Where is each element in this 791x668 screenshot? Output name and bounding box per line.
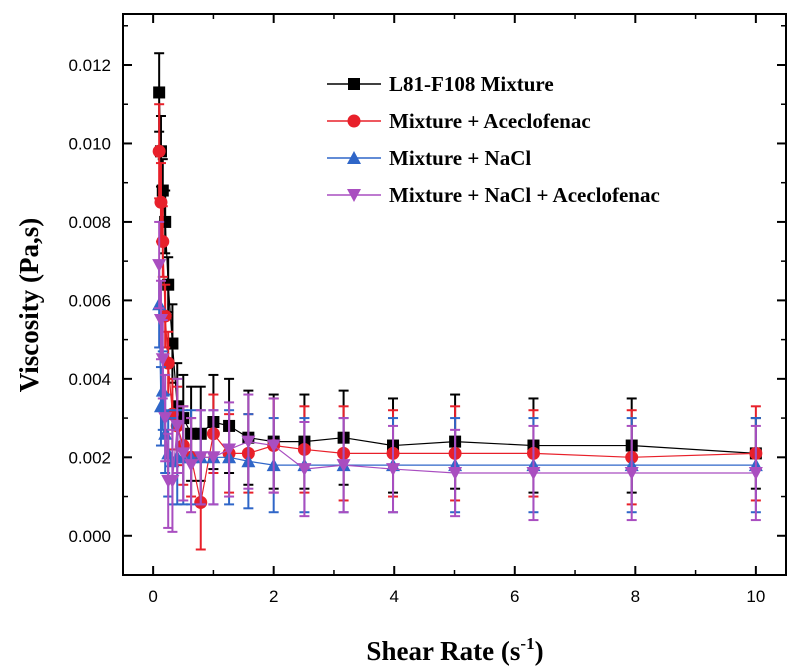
legend-item: Mixture + NaCl [327, 146, 531, 170]
legend-item: L81-F108 Mixture [327, 72, 554, 96]
series-4 [152, 220, 763, 533]
data-point [448, 467, 463, 480]
x-tick-label: 0 [148, 587, 157, 606]
legend-item: Mixture + Aceclofenac [327, 109, 591, 133]
data-point [155, 353, 170, 367]
legend-marker [347, 151, 361, 164]
legend-marker [347, 114, 361, 128]
y-tick-label: 0.012 [68, 56, 111, 75]
series-2 [152, 103, 763, 551]
data-point [152, 259, 167, 273]
legend-label: Mixture + Aceclofenac [389, 109, 591, 133]
data-point [386, 463, 401, 477]
y-tick-label: 0.008 [68, 213, 111, 232]
legend-label: L81-F108 Mixture [389, 72, 554, 96]
data-point [184, 459, 199, 473]
legend-marker [347, 189, 361, 202]
x-tick-label: 10 [746, 587, 765, 606]
data-point [153, 314, 168, 327]
data-point [193, 451, 208, 465]
data-point [176, 447, 191, 461]
y-tick-label: 0.004 [68, 370, 111, 389]
data-point [152, 144, 166, 158]
legend-item: Mixture + NaCl + Aceclofenac [327, 183, 660, 207]
y-tick-label: 0.000 [68, 527, 111, 546]
data-point [165, 474, 180, 488]
y-tick-label: 0.002 [68, 448, 111, 467]
data-point [624, 467, 639, 480]
y-tick-label: 0.010 [68, 134, 111, 153]
y-axis-title: Viscosity (Pa,s) [14, 218, 44, 392]
legend-label: Mixture + NaCl [389, 146, 531, 170]
y-axis: 0.000 0.002 0.004 0.006 0.008 0.010 0.012 [68, 25, 786, 546]
x-axis: 0 2 4 6 8 10 [148, 14, 765, 606]
x-axis-title: Shear Rate (s-1) [366, 634, 543, 666]
x-tick-label: 4 [389, 587, 398, 606]
data-point [206, 451, 221, 465]
x-tick-label: 6 [510, 587, 519, 606]
legend-marker [348, 78, 360, 90]
legend-label: Mixture + NaCl + Aceclofenac [389, 183, 660, 207]
data-point [526, 467, 541, 480]
data-point [158, 412, 173, 426]
data-point [748, 467, 763, 480]
x-tick-label: 2 [269, 587, 278, 606]
data-point [153, 86, 166, 99]
data-point [170, 419, 185, 433]
data-point [222, 443, 237, 457]
data-point [241, 435, 256, 449]
data-point [154, 195, 168, 209]
series-layer [152, 52, 763, 551]
data-point [336, 459, 351, 473]
data-point [266, 439, 281, 453]
x-tick-label: 8 [631, 587, 640, 606]
y-tick-label: 0.006 [68, 291, 111, 310]
legend: L81-F108 Mixture Mixture + Aceclofenac Mix… [327, 72, 660, 207]
data-point [297, 463, 312, 477]
